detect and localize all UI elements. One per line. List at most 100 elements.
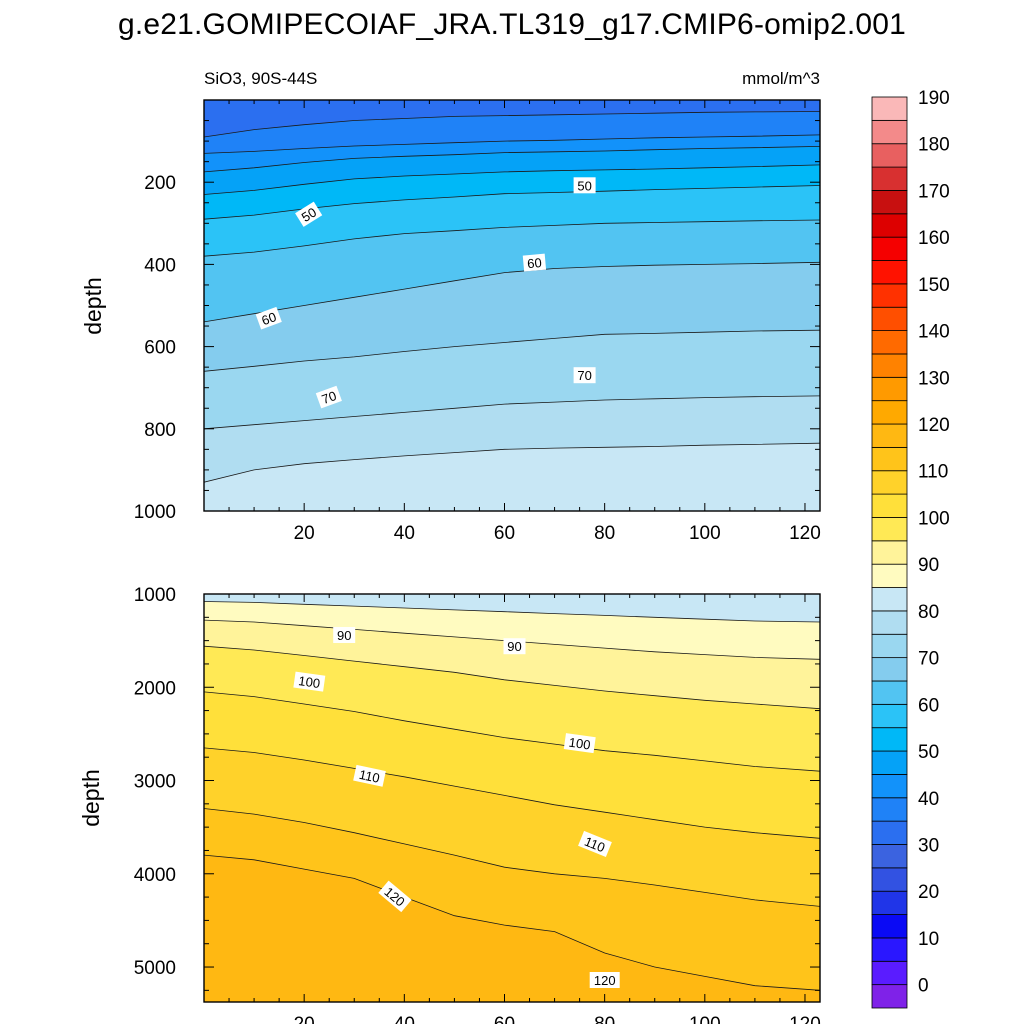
upper-contour-labels: 50 50 60 60 70 70 [255,177,596,409]
colorbar-swatch [871,727,908,752]
lower-contour-label-text: 90 [507,639,521,654]
lower-contour-line-95 [204,645,820,710]
colorbar-swatch [871,190,908,215]
upper-contour-line-35 [204,111,820,138]
upper-y-axis-title: depth [80,277,106,335]
upper-y-tick-label: 600 [144,338,176,359]
colorbar-swatch [871,236,908,261]
lower-panel: 90 90 100 100 110 110 120 120 20 40 60 80 100 120 100… [78,585,821,1024]
upper-contour-line-70 [204,329,820,372]
lower-contour-label: 90 [333,627,356,643]
upper-contour-label-bg [573,367,596,384]
lower-y-tick-label: 4000 [134,865,176,886]
upper-left-label: SiO3, 90S-44S [204,69,317,88]
upper-contour-line-60 [204,219,820,257]
lower-contour-label-bg [353,764,386,787]
upper-contour-label-bg [255,306,282,330]
upper-x-tick-label: 60 [494,523,515,544]
upper-contour-label-text: 60 [527,255,543,271]
colorbar-label: 130 [918,368,950,389]
upper-right-label: mmol/m^3 [742,69,820,88]
colorbar-swatch [871,400,908,425]
colorbar-swatch [871,867,908,892]
colorbar-swatch [871,540,908,565]
colorbar-labels: 0 10 20 30 40 50 60 70 80 90 100 110 120 130 140 150 160… [918,88,950,997]
colorbar-swatch [871,657,908,682]
lower-contour-label-bg [578,830,612,858]
lower-contour-line-115 [204,854,820,991]
colorbar-swatch [871,680,908,705]
lower-y-axis-title: depth [78,769,104,827]
colorbar-swatch [871,283,908,308]
colorbar-swatch [871,844,908,869]
colorbar-label: 80 [918,602,939,623]
colorbar-label: 20 [918,882,939,903]
lower-contour-line-105 [204,747,820,839]
lower-contour-label: 100 [293,671,326,692]
upper-contour-line-75 [204,395,820,430]
upper-contour-line-50 [204,164,820,195]
lower-contour-label: 100 [563,733,596,754]
lower-y-tick-label: 1000 [134,585,176,606]
upper-contour-label: 70 [573,367,596,384]
upper-panel: 50 50 60 60 70 70 20 40 60 80 100 120 200 400 600 800 1… [80,69,821,544]
upper-contour-label-bg [295,201,323,227]
colorbar-label: 170 [918,181,950,202]
colorbar-label: 160 [918,228,950,249]
lower-contour-label-bg [293,671,326,692]
colorbar-swatch [871,213,908,238]
colorbar-swatch [871,306,908,331]
colorbar-swatches [871,96,908,1009]
upper-contour-label-bg [573,177,596,194]
lower-contour-line-85 [204,601,820,623]
upper-y-tick-label: 1000 [134,502,176,523]
colorbar-swatch [871,797,908,822]
lower-contour-label-bg [378,880,412,913]
colorbar-swatch [871,774,908,799]
upper-y-tick-label: 800 [144,420,176,441]
upper-contour-label: 60 [255,306,282,330]
colorbar-label: 190 [918,88,950,109]
upper-contour-label-text: 60 [260,309,279,328]
colorbar-label: 0 [918,976,929,997]
lower-y-tick-label: 5000 [134,958,176,979]
upper-contour-label-text: 50 [577,178,591,193]
colorbar-label: 140 [918,322,950,343]
colorbar-label: 100 [918,509,950,530]
lower-y-tick-label: 3000 [134,772,176,793]
colorbar-label: 120 [918,415,950,436]
lower-band-115 [204,855,820,1002]
colorbar-swatch [871,166,908,191]
lower-axis-ticks: 20 40 60 80 100 120 1000 2000 3000 4000 5000 [134,585,821,1024]
upper-contour-label: 50 [573,177,596,194]
colorbar-swatch [871,470,908,495]
upper-contour-label: 60 [522,253,547,272]
upper-band-80 [204,443,820,511]
colorbar-swatch [871,330,908,355]
lower-plot-frame [203,593,821,1003]
colorbar-swatch [871,563,908,588]
lower-contour-label: 120 [589,972,620,988]
colorbar-swatch [871,96,908,121]
upper-contour-lines [204,111,820,483]
lower-x-tick-label: 120 [789,1014,821,1024]
colorbar-swatch [871,143,908,168]
colorbar-swatch [871,703,908,729]
lower-contour-label-text: 120 [594,973,616,988]
colorbar-label: 10 [918,929,939,950]
upper-contour-line-40 [204,134,820,154]
colorbar-label: 40 [918,789,939,810]
colorbar-swatch [871,423,908,448]
upper-x-tick-label: 20 [294,523,315,544]
colorbar-swatch [871,750,908,775]
lower-contour-label-text: 110 [582,834,607,856]
lower-contour-label-bg [503,638,526,655]
upper-contour-label-bg [522,253,547,272]
lower-contour-label: 90 [503,638,526,655]
upper-x-tick-label: 120 [789,523,821,544]
lower-contour-line-110 [204,808,820,907]
colorbar-swatch [871,633,908,659]
upper-contour-line-65 [204,261,820,323]
chart-title: g.e21.GOMIPECOIAF_JRA.TL319_g17.CMIP6-om… [117,8,907,41]
colorbar-label: 150 [918,275,950,296]
